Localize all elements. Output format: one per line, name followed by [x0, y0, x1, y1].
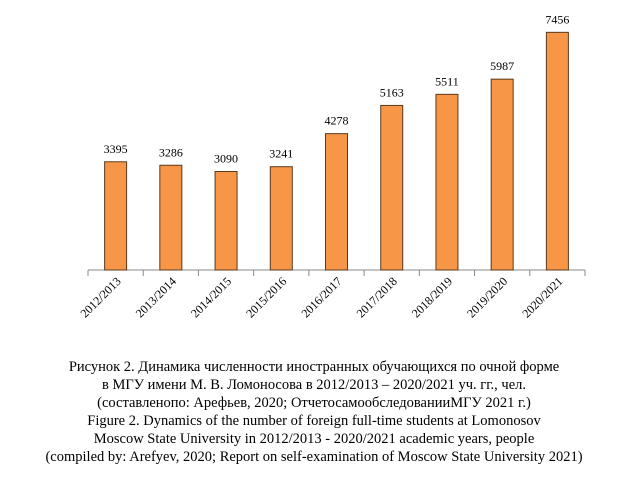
caption-line: Moscow State University in 2012/2013 - 2…	[94, 431, 535, 447]
x-tick-label: 2020/2021	[519, 274, 565, 320]
caption-line: Рисунок 2. Динамика численности иностран…	[69, 359, 559, 375]
bar	[545, 31, 569, 271]
data-label: 4278	[325, 114, 349, 128]
data-label: 5987	[490, 59, 514, 73]
bar	[325, 133, 348, 271]
x-tick-label: 2015/2016	[243, 274, 289, 320]
data-label: 7456	[545, 12, 569, 26]
x-tick-label: 2017/2018	[354, 274, 400, 320]
caption-line: (compiled by: Arefyev, 2020; Report on s…	[45, 449, 582, 465]
bar	[380, 104, 404, 271]
data-label: 3090	[214, 152, 238, 166]
bar	[490, 78, 514, 271]
data-label: 3241	[269, 147, 293, 161]
data-label: 3286	[159, 145, 183, 159]
x-tick-label: 2019/2020	[464, 274, 510, 320]
caption-line: Figure 2. Dynamics of the number of fore…	[87, 413, 541, 429]
caption-line: (составленопо: Арефьев, 2020; Отчетосамо…	[97, 395, 531, 411]
bar	[159, 164, 183, 271]
x-tick-label: 2016/2017	[298, 274, 344, 320]
bar	[214, 171, 238, 271]
bar	[104, 161, 128, 271]
x-tick-label: 2012/2013	[78, 274, 124, 320]
data-label: 3395	[104, 142, 128, 156]
x-tick-label: 2018/2019	[409, 274, 455, 320]
bar	[269, 166, 293, 271]
data-label: 5511	[435, 74, 459, 88]
x-tick-label: 2013/2014	[133, 274, 179, 320]
x-tick-label: 2014/2015	[188, 274, 234, 320]
bar	[435, 93, 459, 271]
data-label: 5163	[380, 85, 404, 99]
caption-line: в МГУ имени М. В. Ломоносова в 2012/2013…	[102, 377, 526, 393]
